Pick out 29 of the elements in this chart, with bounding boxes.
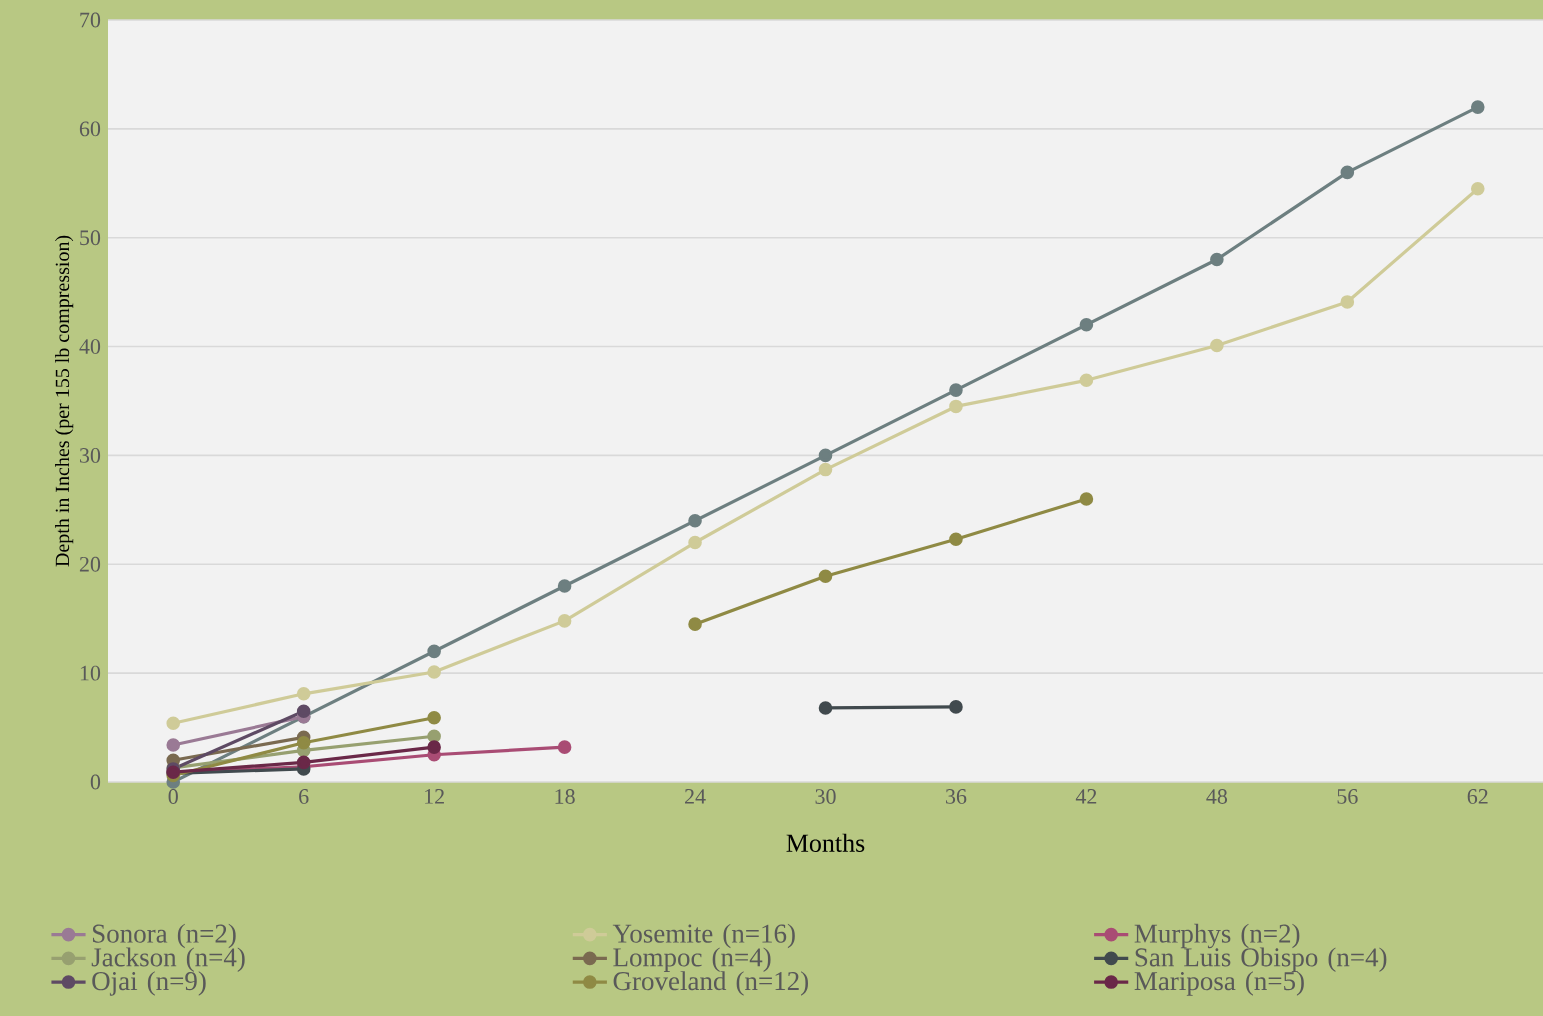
y-tick-label: 60 [79,121,101,137]
y-tick-label: 50 [80,230,101,246]
legend-label: Mariposa (n=5) [1134,971,1304,996]
y-tick-label: 30 [80,448,101,463]
x-tick-label: 6 [299,789,309,804]
legend-label: Yosemite (n=16) [612,923,795,949]
x-tick-label: 12 [425,789,444,804]
legend-label: Jackson (n=4) [91,947,245,972]
y-tick-label: 70 [80,12,101,28]
x-tick-label: 0 [168,789,178,804]
x-tick-label: 36 [946,789,967,804]
x-tick-label: 30 [815,789,836,804]
x-tick-label: 62 [1467,789,1488,804]
x-tick-label: 56 [1337,789,1358,804]
x-tick-label: 42 [1075,789,1097,804]
legend-label: Lompoc (n=4) [613,947,771,972]
y-tick-label: 10 [80,665,101,681]
legend-label: Groveland (n=12) [613,971,808,996]
y-tick-label: 0 [90,774,101,790]
x-tick-label: 48 [1206,789,1228,804]
x-tick-label: 24 [685,789,706,804]
y-tick-label: 40 [79,339,101,354]
y-axis-title: Depth in Inches (per 155 lb compression) [55,235,74,567]
y-tick-label: 20 [79,556,101,572]
x-tick-label: 18 [555,789,575,804]
x-axis-title: Months [786,833,865,852]
legend-label: Murphys (n=2) [1134,923,1300,949]
legend-label: Ojai (n=9) [92,971,206,996]
legend-label: San Luis Obispo (n=4) [1135,947,1387,972]
